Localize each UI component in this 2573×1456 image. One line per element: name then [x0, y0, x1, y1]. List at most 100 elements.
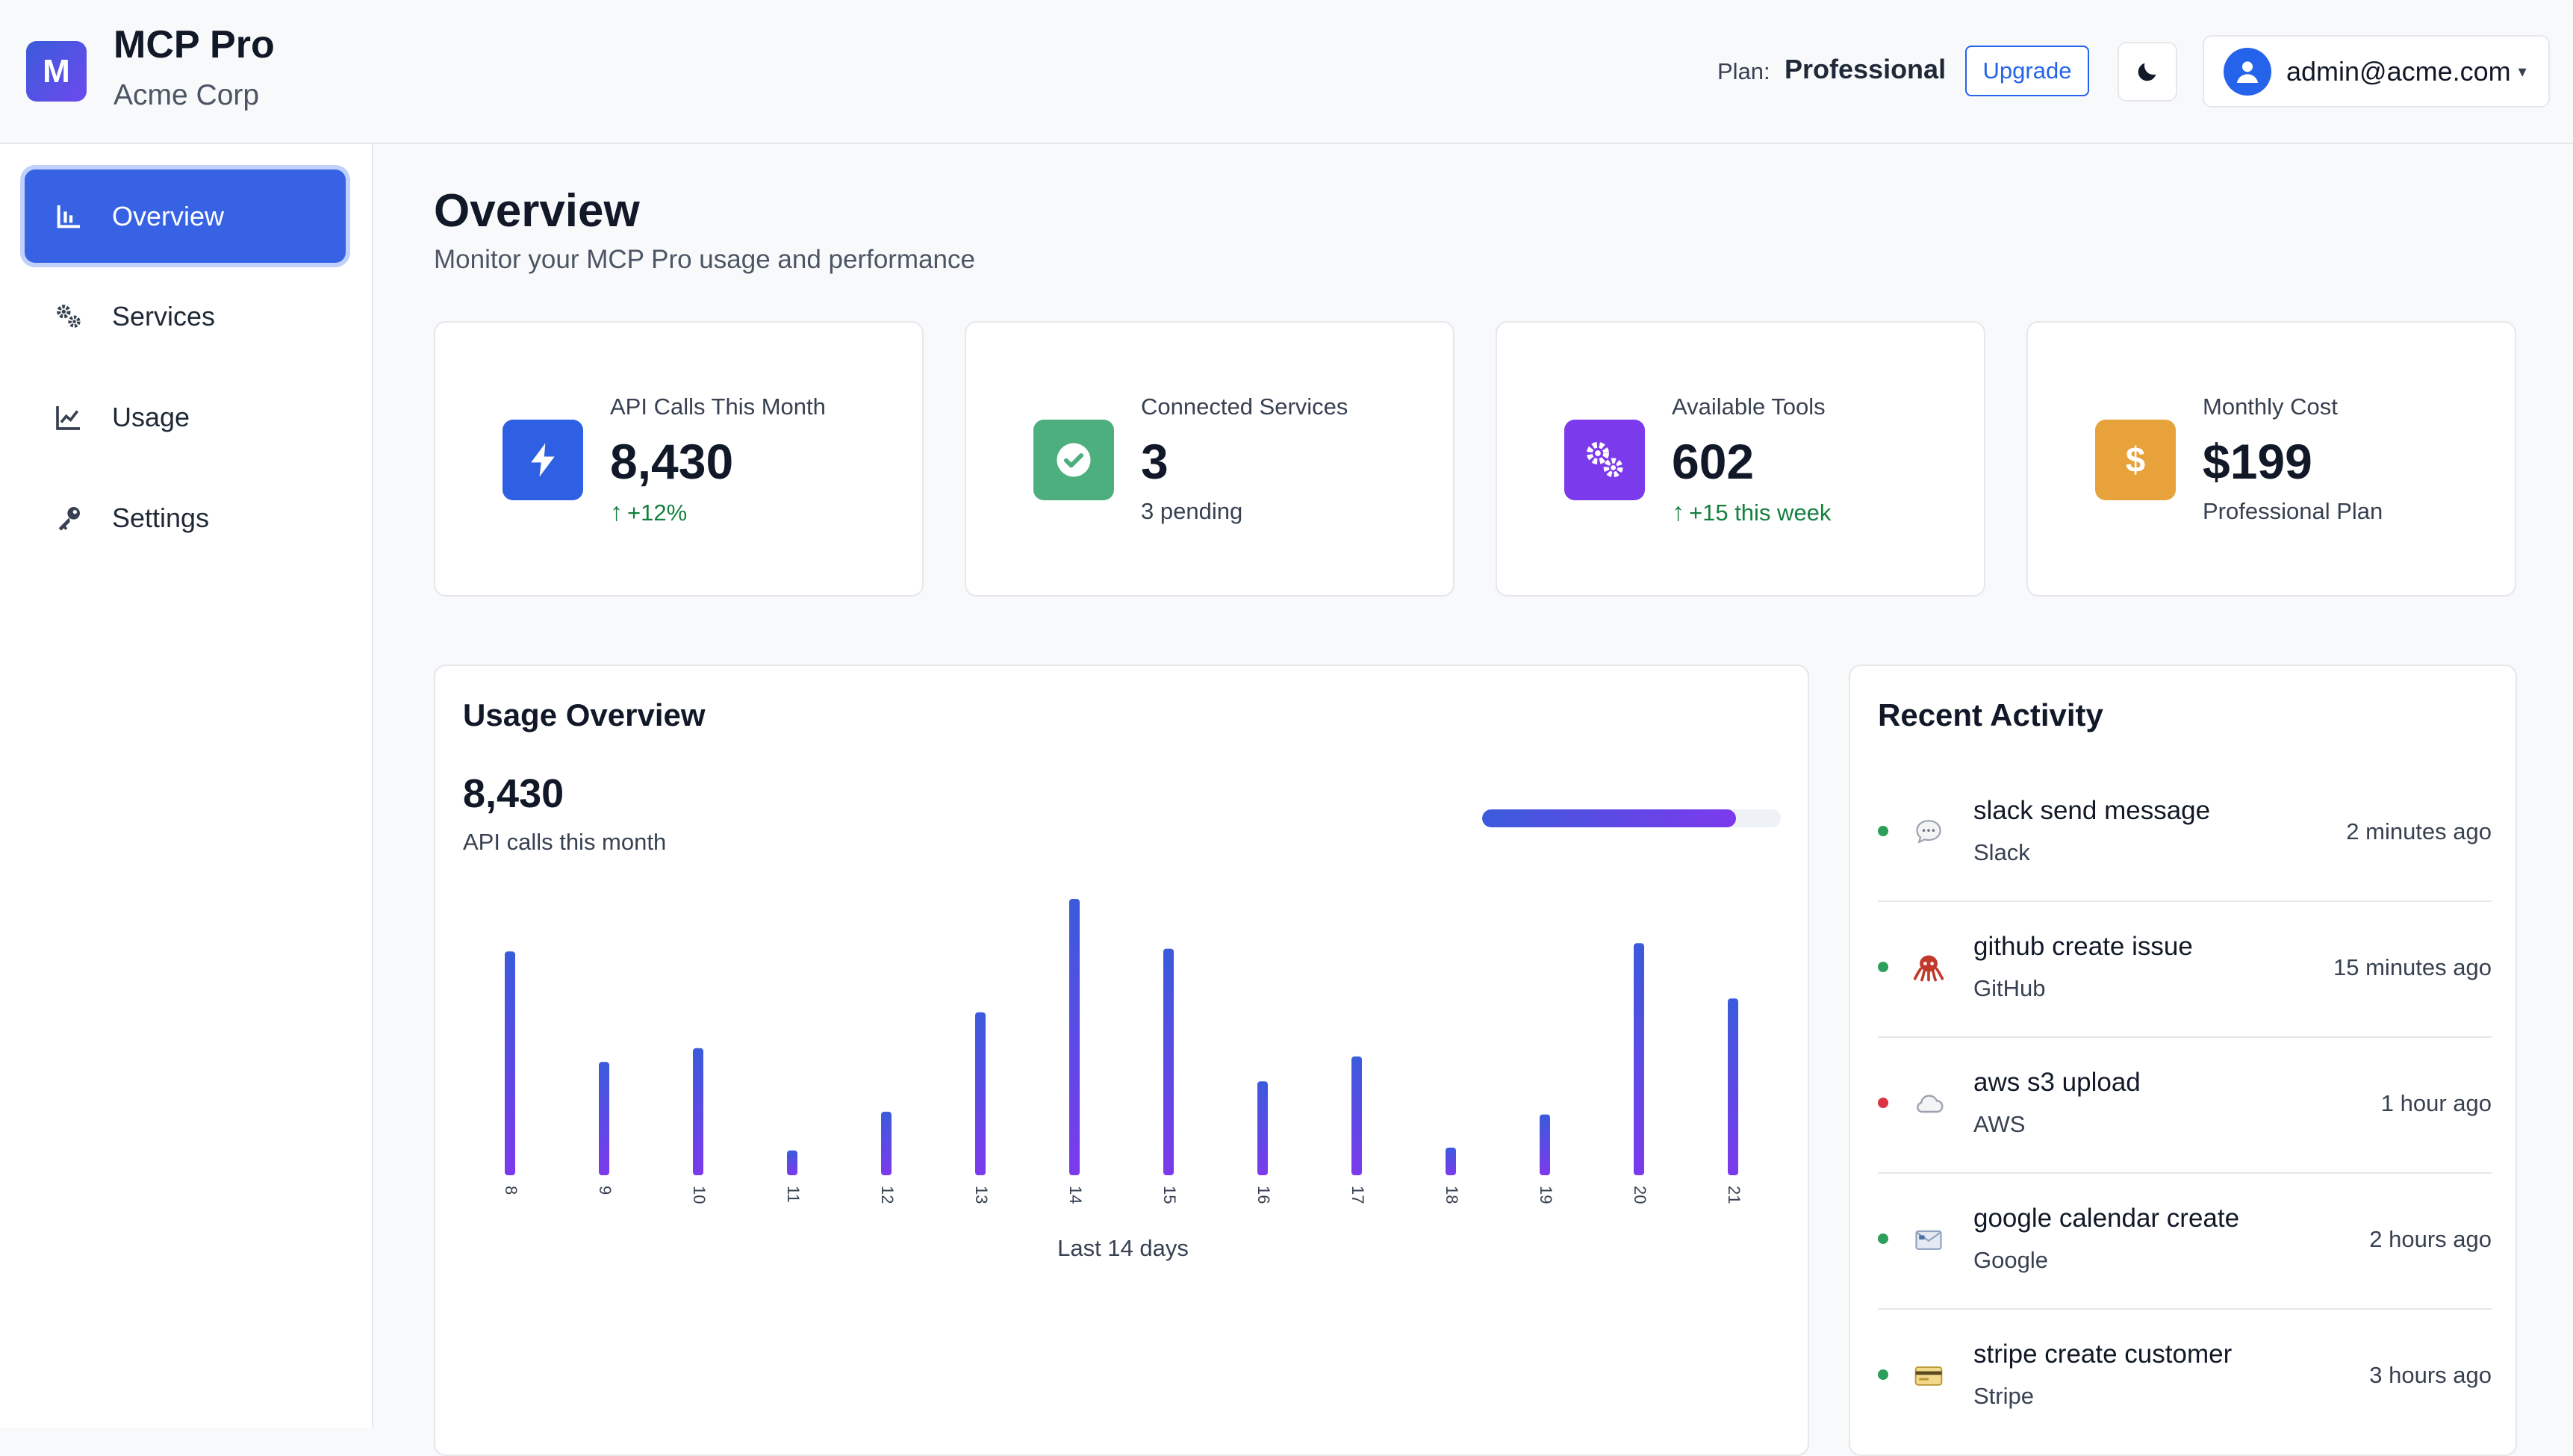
sidebar-item-overview[interactable]: Overview — [25, 169, 346, 263]
activity-time: 2 minutes ago — [2346, 818, 2492, 844]
sidebar-item-services[interactable]: Services — [25, 270, 346, 363]
usage-total-label: API calls this month — [463, 829, 667, 855]
sidebar-item-settings[interactable]: Settings — [25, 471, 346, 564]
plan-value: Professional — [1785, 54, 1947, 84]
sidebar-item-usage[interactable]: Usage — [25, 370, 346, 464]
activity-item[interactable]: slack send message Slack 2 minutes ago — [1878, 766, 2492, 902]
stat-foot: Professional Plan — [2203, 498, 2383, 524]
user-icon — [2236, 60, 2259, 83]
x-tick-label: 16 — [1254, 1186, 1273, 1204]
status-dot — [1878, 1098, 1888, 1108]
sidebar-item-label: Services — [112, 300, 216, 332]
sidebar-item-label: Settings — [112, 502, 210, 533]
chart-bar-16[interactable] — [1257, 1081, 1268, 1175]
app-title: MCP Pro — [113, 23, 275, 66]
stat-label: API Calls This Month — [610, 393, 826, 420]
activity-time: 3 hours ago — [2369, 1362, 2492, 1388]
activity-service: GitHub — [1973, 975, 2046, 1001]
chart-bar-18[interactable] — [1446, 1148, 1456, 1175]
activity-title: slack send message — [1973, 796, 2211, 825]
org-name: Acme Corp — [113, 79, 260, 111]
arrow-up-icon: ↑ — [1672, 498, 1684, 526]
x-tick-label: 15 — [1160, 1186, 1179, 1204]
moon-icon — [2138, 63, 2156, 81]
chart-bar-13[interactable] — [975, 1012, 986, 1175]
credit-card-icon — [1912, 1359, 1945, 1392]
chevron-down-icon: ▾ — [2518, 61, 2527, 81]
stat-label: Monthly Cost — [2203, 393, 2338, 420]
plan-label: Plan: — [1717, 58, 1770, 84]
activity-service: Stripe — [1973, 1383, 2034, 1409]
stat-trend: ↑ +12% — [610, 498, 688, 526]
check-circle-icon — [1057, 443, 1091, 477]
chart-caption: Last 14 days — [1057, 1235, 1189, 1261]
svg-text:$: $ — [2126, 441, 2145, 480]
activity-title: google calendar create — [1973, 1204, 2240, 1233]
chart-bar-12[interactable] — [881, 1111, 892, 1175]
app-logo[interactable]: M — [26, 41, 87, 102]
key-icon — [52, 502, 85, 535]
page-title: Overview — [434, 185, 640, 237]
status-dot — [1878, 962, 1888, 972]
user-menu-button[interactable]: admin@acme.com ▾ — [2203, 35, 2550, 108]
recent-activity-card: Recent Activity slack send message Slack… — [1849, 665, 2517, 1456]
activity-time: 15 minutes ago — [2333, 954, 2492, 980]
cloud-icon — [1912, 1087, 1945, 1120]
stat-value: 8,430 — [610, 434, 734, 489]
usage-progress-bar — [1482, 809, 1781, 827]
theme-toggle-button[interactable] — [2118, 42, 2177, 102]
x-tick-label: 17 — [1348, 1186, 1367, 1204]
stat-foot: 3 pending — [1141, 498, 1243, 524]
stat-value: 3 — [1141, 434, 1169, 489]
upgrade-button[interactable]: Upgrade — [1965, 46, 2089, 96]
usage-total: 8,430 — [463, 771, 564, 816]
page-subtitle: Monitor your MCP Pro usage and performan… — [434, 245, 975, 274]
activity-item[interactable]: aws s3 upload AWS 1 hour ago — [1878, 1038, 2492, 1174]
avatar — [2224, 47, 2271, 96]
stat-card-connected-services: Connected Services 3 3 pending — [965, 321, 1454, 597]
activity-item[interactable]: github create issue GitHub 15 minutes ag… — [1878, 902, 2492, 1038]
activity-item[interactable]: stripe create customer Stripe 3 hours ag… — [1878, 1310, 2492, 1446]
chart-bar-8[interactable] — [505, 951, 515, 1175]
status-dot — [1878, 1233, 1888, 1244]
chart-bar-21[interactable] — [1728, 998, 1738, 1175]
activity-title: github create issue — [1973, 932, 2193, 961]
x-tick-label: 20 — [1631, 1186, 1649, 1204]
chart-bar-19[interactable] — [1540, 1114, 1550, 1175]
x-tick-label: 9 — [596, 1186, 615, 1195]
activity-service: AWS — [1973, 1111, 2026, 1137]
usage-overview-card: Usage Overview 8,430 API calls this mont… — [434, 665, 1809, 1456]
x-tick-label: 12 — [878, 1186, 897, 1204]
speech-bubble-icon — [1912, 815, 1945, 848]
gears-icon — [1586, 441, 1623, 478]
user-email: admin@acme.com — [2286, 55, 2511, 87]
x-tick-label: 11 — [784, 1186, 803, 1203]
x-tick-label: 13 — [972, 1186, 991, 1204]
bar-chart-icon — [52, 200, 85, 233]
activity-list: slack send message Slack 2 minutes ago g… — [1878, 766, 2492, 1446]
activity-title: aws s3 upload — [1973, 1068, 2141, 1097]
chart-bar-15[interactable] — [1163, 948, 1174, 1175]
stat-card-api-calls: API Calls This Month 8,430 ↑ +12% — [434, 321, 924, 597]
activity-time: 1 hour ago — [2380, 1090, 2492, 1116]
card-title: Recent Activity — [1878, 697, 2103, 732]
chart-bar-20[interactable] — [1634, 943, 1644, 1175]
stat-icon-box: $ — [2095, 420, 2176, 500]
chart-bar-17[interactable] — [1351, 1056, 1362, 1175]
stat-icon-box — [1564, 420, 1645, 500]
activity-title: stripe create customer — [1973, 1340, 2233, 1369]
gears-icon — [52, 300, 85, 333]
chart-bar-10[interactable] — [693, 1048, 703, 1175]
octopus-icon — [1912, 951, 1945, 984]
x-tick-label: 14 — [1066, 1186, 1085, 1204]
x-tick-label: 8 — [502, 1186, 520, 1195]
chart-bar-9[interactable] — [599, 1062, 609, 1175]
top-header: M MCP Pro Acme Corp Plan: Professional U… — [0, 0, 2573, 144]
activity-item[interactable]: google calendar create Google 2 hours ag… — [1878, 1174, 2492, 1310]
status-dot — [1878, 1369, 1888, 1380]
bolt-icon — [531, 443, 555, 477]
stat-value: 602 — [1672, 434, 1755, 489]
chart-bar-14[interactable] — [1069, 899, 1080, 1175]
sidebar: Overview Services Usage Settings — [0, 144, 373, 1428]
chart-bar-11[interactable] — [787, 1150, 797, 1175]
